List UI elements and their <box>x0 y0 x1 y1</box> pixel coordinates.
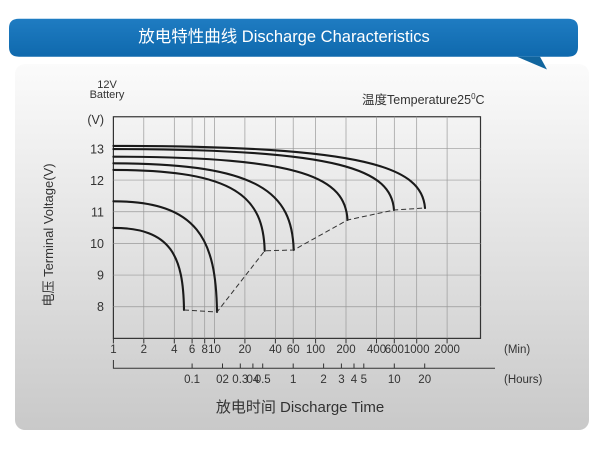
svg-text:5: 5 <box>361 374 367 386</box>
svg-text:4: 4 <box>351 374 358 386</box>
svg-text:8: 8 <box>97 300 104 314</box>
svg-text:2: 2 <box>320 374 326 386</box>
svg-text:20: 20 <box>239 344 252 356</box>
svg-text:放电时间 Discharge Time: 放电时间 Discharge Time <box>216 399 384 416</box>
svg-text:(Min): (Min) <box>504 344 530 356</box>
svg-text:2000: 2000 <box>434 344 460 356</box>
svg-text:(V): (V) <box>87 113 104 127</box>
svg-text:Battery: Battery <box>90 89 125 101</box>
svg-text:400: 400 <box>367 344 386 356</box>
svg-text:温度Temperature250C: 温度Temperature250C <box>362 92 485 107</box>
svg-text:1: 1 <box>290 374 296 386</box>
svg-text:100: 100 <box>306 344 325 356</box>
svg-text:9: 9 <box>97 269 104 283</box>
svg-text:电压 Terminal Voltage(V): 电压 Terminal Voltage(V) <box>41 163 56 306</box>
svg-text:2: 2 <box>141 344 147 356</box>
svg-text:10: 10 <box>90 237 104 251</box>
svg-text:1: 1 <box>110 344 116 356</box>
svg-text:02: 02 <box>216 374 229 386</box>
svg-text:200: 200 <box>336 344 355 356</box>
svg-text:(Hours): (Hours) <box>504 374 543 386</box>
svg-text:0.5: 0.5 <box>255 374 271 386</box>
svg-text:60: 60 <box>287 344 300 356</box>
svg-text:放电特性曲线 Discharge Characteristi: 放电特性曲线 Discharge Characteristics <box>138 27 430 46</box>
svg-text:10: 10 <box>208 344 221 356</box>
svg-text:40: 40 <box>269 344 282 356</box>
svg-text:1000: 1000 <box>404 344 430 356</box>
svg-text:0.1: 0.1 <box>184 374 200 386</box>
svg-text:10: 10 <box>388 374 401 386</box>
svg-text:13: 13 <box>90 143 104 157</box>
svg-text:6: 6 <box>189 344 195 356</box>
svg-text:8: 8 <box>201 344 207 356</box>
svg-text:20: 20 <box>418 374 431 386</box>
svg-text:12: 12 <box>90 174 104 188</box>
svg-text:11: 11 <box>91 206 104 220</box>
svg-text:4: 4 <box>171 344 178 356</box>
svg-text:600: 600 <box>385 344 404 356</box>
svg-text:3: 3 <box>338 374 344 386</box>
